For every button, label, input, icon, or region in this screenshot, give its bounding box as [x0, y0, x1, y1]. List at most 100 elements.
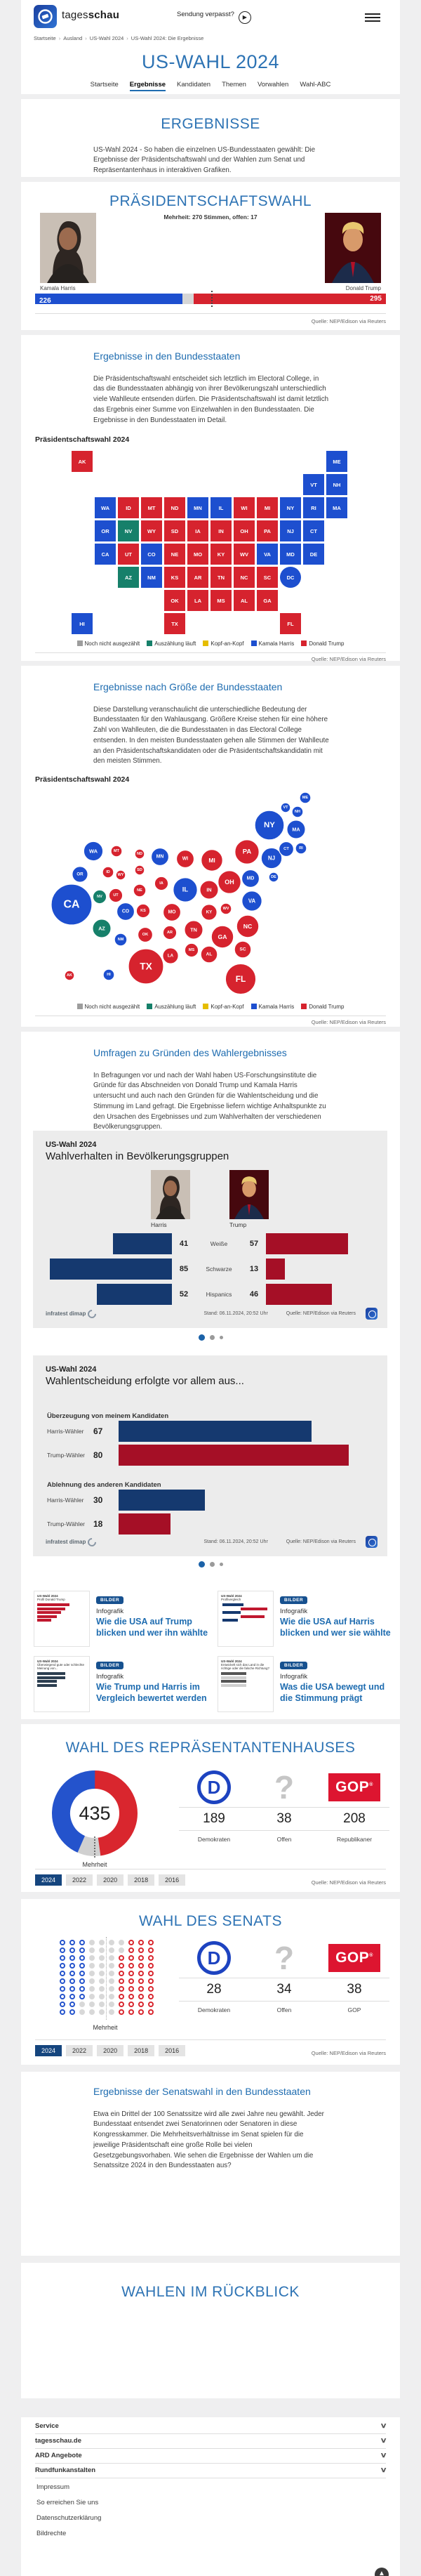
year-chip-2022[interactable]: 2022	[66, 1874, 93, 1886]
state-tile-mi[interactable]: MI	[257, 497, 278, 519]
state-bubble-fl[interactable]: FL	[225, 963, 257, 995]
teaser-title[interactable]: Wie die USA auf Harris blicken und wer s…	[280, 1617, 391, 1638]
state-bubble-tx[interactable]: TX	[128, 948, 164, 985]
state-bubble-id[interactable]: ID	[102, 866, 114, 879]
state-tile-ks[interactable]: KS	[164, 567, 185, 589]
year-chip-2018[interactable]: 2018	[128, 1874, 155, 1886]
state-bubble-il[interactable]: IL	[173, 877, 198, 902]
state-tile-me[interactable]: ME	[326, 451, 347, 473]
footer-link-impressum[interactable]: Impressum	[36, 2483, 69, 2491]
state-bubble-oh[interactable]: OH	[218, 870, 241, 894]
footer-accordion-tagesschau-de[interactable]: tagesschau.de ∨	[35, 2433, 387, 2449]
state-tile-nc[interactable]: NC	[234, 567, 255, 589]
state-bubble-nc[interactable]: NC	[236, 914, 260, 938]
carousel-dot[interactable]	[219, 1336, 223, 1339]
state-tile-ut[interactable]: UT	[118, 544, 139, 565]
state-bubble-ms[interactable]: MS	[184, 942, 199, 958]
breadcrumb-item[interactable]: US-Wahl 2024	[89, 35, 124, 41]
carousel-dot-active[interactable]	[198, 1561, 205, 1568]
year-chip-2016[interactable]: 2016	[159, 1874, 186, 1886]
state-tile-ky[interactable]: KY	[210, 544, 232, 565]
state-bubble-wa[interactable]: WA	[83, 841, 104, 862]
year-chip-2022[interactable]: 2022	[66, 2045, 93, 2056]
state-bubble-al[interactable]: AL	[200, 945, 218, 964]
state-bubble-ca[interactable]: CA	[51, 883, 93, 926]
carousel-dot[interactable]	[219, 1563, 223, 1566]
state-tile-ne[interactable]: NE	[164, 544, 185, 565]
year-chip-2020[interactable]: 2020	[97, 1874, 124, 1886]
teaser-item[interactable]: US-Wahl 2024 Profil Donald Trump BILDER Inf…	[34, 1591, 209, 1647]
state-bubble-wv[interactable]: WV	[220, 902, 232, 915]
state-tile-wv[interactable]: WV	[234, 544, 255, 565]
play-icon[interactable]: ▶	[238, 11, 251, 24]
state-bubble-va[interactable]: VA	[241, 891, 262, 912]
state-tile-md[interactable]: MD	[280, 544, 301, 565]
year-chip-2020[interactable]: 2020	[97, 2045, 124, 2056]
breadcrumb-item[interactable]: Startseite	[34, 35, 56, 41]
state-bubble-mn[interactable]: MN	[150, 847, 170, 867]
state-tile-ca[interactable]: CA	[95, 544, 116, 565]
state-tile-wy[interactable]: WY	[141, 520, 162, 542]
tab-ergebnisse[interactable]: Ergebnisse	[129, 81, 166, 91]
state-tile-hi[interactable]: HI	[72, 613, 93, 635]
year-chip-2018[interactable]: 2018	[128, 2045, 155, 2056]
state-tile-va[interactable]: VA	[257, 544, 278, 565]
state-tile-ga[interactable]: GA	[257, 590, 278, 612]
tab-startseite[interactable]: Startseite	[90, 81, 119, 88]
state-tile-in[interactable]: IN	[210, 520, 232, 542]
state-bubble-ga[interactable]: GA	[210, 925, 234, 949]
state-bubble-ne[interactable]: NE	[133, 883, 147, 898]
teaser-title[interactable]: Was die USA bewegt und die Stimmung präg…	[280, 1682, 385, 1703]
state-bubble-hi[interactable]: HI	[102, 968, 115, 981]
state-bubble-wi[interactable]: WI	[175, 849, 195, 869]
state-bubble-tn[interactable]: TN	[184, 920, 203, 940]
footer-accordion-rundfunkanstalten[interactable]: Rundfunkanstalten ∨	[35, 2463, 387, 2478]
state-tile-nh[interactable]: NH	[326, 474, 347, 496]
teaser-item[interactable]: US-Wahl 2024 Überwiegend gute oder schlec…	[34, 1656, 209, 1712]
state-tile-wi[interactable]: WI	[234, 497, 255, 519]
state-bubble-co[interactable]: CO	[116, 902, 135, 921]
state-tile-il[interactable]: IL	[210, 497, 232, 519]
state-tile-la[interactable]: LA	[187, 590, 208, 612]
state-bubble-sd[interactable]: SD	[134, 865, 145, 876]
carousel-dot[interactable]	[209, 1335, 215, 1340]
state-bubble-ky[interactable]: KY	[201, 904, 218, 921]
state-tile-ct[interactable]: CT	[303, 520, 324, 542]
state-tile-tx[interactable]: TX	[164, 613, 185, 635]
state-bubble-ma[interactable]: MA	[286, 820, 306, 839]
state-tile-nv[interactable]: NV	[118, 520, 139, 542]
carousel-dot-active[interactable]	[198, 1334, 205, 1341]
state-tile-ok[interactable]: OK	[164, 590, 185, 612]
year-chip-2024[interactable]: 2024	[35, 1874, 62, 1886]
state-tile-oh[interactable]: OH	[234, 520, 255, 542]
footer-link-datenschutzerkl-rung[interactable]: Datenschutzerklärung	[36, 2514, 102, 2522]
state-tile-mt[interactable]: MT	[141, 497, 162, 519]
state-tile-ny[interactable]: NY	[280, 497, 301, 519]
state-tile-sc[interactable]: SC	[257, 567, 278, 589]
footer-accordion-ard-angebote[interactable]: ARD Angebote ∨	[35, 2448, 387, 2464]
teaser-item[interactable]: US-Wahl 2024 Profilvergleich BILDER Infogra…	[218, 1591, 393, 1647]
breadcrumb-item[interactable]: Ausland	[63, 35, 83, 41]
state-bubble-pa[interactable]: PA	[234, 839, 260, 865]
footer-link-so-erreichen-sie-uns[interactable]: So erreichen Sie uns	[36, 2499, 99, 2506]
state-tile-ak[interactable]: AK	[72, 451, 93, 473]
state-tile-mn[interactable]: MN	[187, 497, 208, 519]
teaser-title[interactable]: Wie die USA auf Trump blicken und wer ih…	[96, 1617, 208, 1638]
menu-icon[interactable]	[365, 11, 380, 24]
state-bubble-de[interactable]: DE	[268, 872, 279, 883]
state-tile-ri[interactable]: RI	[303, 497, 324, 519]
state-tile-id[interactable]: ID	[118, 497, 139, 519]
state-tile-ma[interactable]: MA	[326, 497, 347, 519]
state-tile-wa[interactable]: WA	[95, 497, 116, 519]
year-chip-2016[interactable]: 2016	[159, 2045, 186, 2056]
state-bubble-in[interactable]: IN	[199, 880, 219, 900]
state-tile-ar[interactable]: AR	[187, 567, 208, 589]
state-bubble-ut[interactable]: UT	[108, 888, 123, 903]
state-bubble-wy[interactable]: WY	[115, 869, 126, 881]
state-tile-ia[interactable]: IA	[187, 520, 208, 542]
state-tile-or[interactable]: OR	[95, 520, 116, 542]
state-tile-dc[interactable]: DC	[280, 567, 301, 589]
state-tile-ms[interactable]: MS	[210, 590, 232, 612]
state-tile-co[interactable]: CO	[141, 544, 162, 565]
tab-themen[interactable]: Themen	[222, 81, 246, 88]
